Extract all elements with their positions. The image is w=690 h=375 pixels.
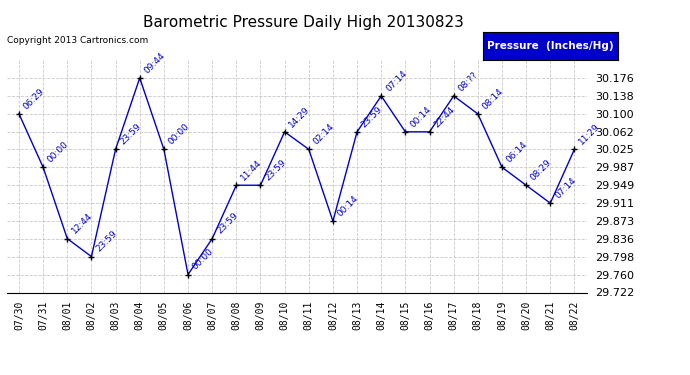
Text: 23:59: 23:59	[119, 122, 143, 147]
Text: 00:00: 00:00	[46, 140, 70, 165]
Text: 08:??: 08:??	[457, 70, 480, 93]
Text: 11:44: 11:44	[239, 158, 264, 183]
Text: 23:59: 23:59	[264, 158, 288, 183]
Text: 00:14: 00:14	[408, 105, 433, 129]
Text: 06:29: 06:29	[22, 87, 46, 111]
Text: 12:44: 12:44	[70, 211, 95, 236]
Text: 07:14: 07:14	[553, 176, 578, 200]
Text: 07:14: 07:14	[384, 69, 408, 93]
Text: 00:14: 00:14	[336, 194, 360, 218]
Text: 23:59: 23:59	[95, 229, 119, 254]
Text: 11:29: 11:29	[578, 122, 602, 147]
Text: 09:44: 09:44	[143, 51, 167, 75]
Text: 23:59: 23:59	[215, 211, 239, 236]
Text: 02:14: 02:14	[312, 122, 336, 147]
Text: 06:14: 06:14	[505, 140, 529, 165]
Text: 22:44: 22:44	[433, 105, 457, 129]
Text: Barometric Pressure Daily High 20130823: Barometric Pressure Daily High 20130823	[143, 15, 464, 30]
Text: 23:59: 23:59	[360, 105, 384, 129]
Text: 14:29: 14:29	[288, 105, 312, 129]
Text: 08:14: 08:14	[481, 87, 505, 111]
Text: 08:29: 08:29	[529, 158, 553, 183]
Text: Pressure  (Inches/Hg): Pressure (Inches/Hg)	[487, 41, 613, 51]
Text: 00:00: 00:00	[167, 122, 191, 147]
Text: Copyright 2013 Cartronics.com: Copyright 2013 Cartronics.com	[7, 36, 148, 45]
Text: 00:00: 00:00	[191, 247, 215, 272]
